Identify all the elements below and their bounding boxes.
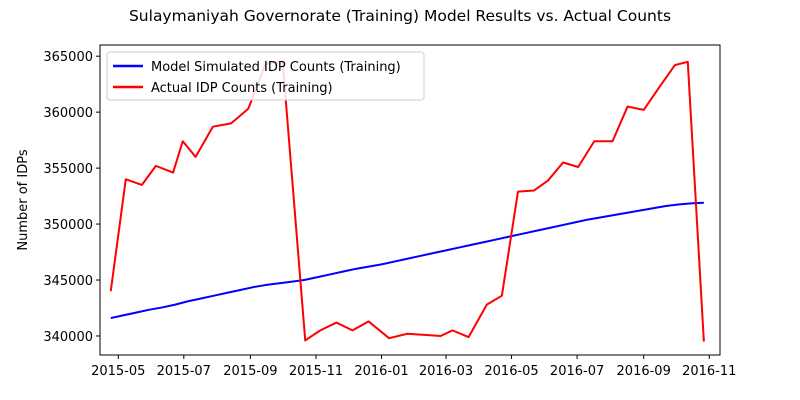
plot-frame xyxy=(99,44,721,356)
y-tick-label: 345000 xyxy=(43,274,93,289)
legend-entry-label: Model Simulated IDP Counts (Training) xyxy=(151,60,401,75)
legend: Model Simulated IDP Counts (Training) Act… xyxy=(106,51,425,101)
x-tick-label: 2016-07 xyxy=(550,364,604,379)
x-tick-label: 2016-05 xyxy=(484,364,538,379)
actual-counts-series-line xyxy=(109,60,705,342)
y-tick-label: 360000 xyxy=(43,106,93,121)
series-layer xyxy=(109,60,705,342)
x-tick-label: 2015-07 xyxy=(157,364,211,379)
model-simulated-series-line xyxy=(110,201,704,320)
x-axis: 2015-05 2015-07 2015-09 2015-11 2016-01 2016-… xyxy=(91,355,736,379)
legend-box xyxy=(106,51,425,101)
x-tick-label: 2016-11 xyxy=(682,364,736,379)
y-axis-label: Number of IDPs xyxy=(16,149,31,250)
y-axis: 340000 345000 350000 355000 360000 365000 xyxy=(43,50,100,345)
x-tick-label: 2016-09 xyxy=(617,364,671,379)
x-tick-label: 2016-03 xyxy=(419,364,473,379)
y-tick-label: 340000 xyxy=(43,330,93,345)
chart-title: Sulaymaniyah Governorate (Training) Mode… xyxy=(129,7,671,25)
x-tick-label: 2016-01 xyxy=(354,364,408,379)
legend-entry-label: Actual IDP Counts (Training) xyxy=(151,81,333,96)
x-tick-label: 2015-05 xyxy=(91,364,145,379)
y-tick-label: 350000 xyxy=(43,218,93,233)
y-tick-label: 365000 xyxy=(43,50,93,65)
x-tick-label: 2015-09 xyxy=(223,364,277,379)
x-tick-label: 2015-11 xyxy=(289,364,343,379)
y-tick-label: 355000 xyxy=(43,162,93,177)
